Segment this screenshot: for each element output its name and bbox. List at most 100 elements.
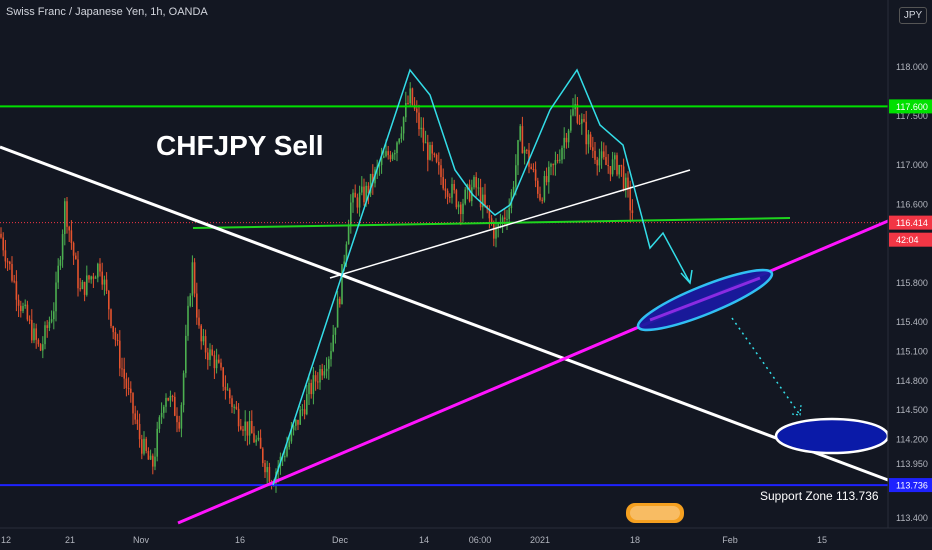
candle — [576, 96, 579, 125]
currency-button[interactable]: JPY — [899, 7, 927, 24]
magenta-trendline — [177, 219, 889, 525]
candle — [44, 321, 46, 350]
candle — [70, 220, 73, 250]
candle — [398, 138, 400, 145]
candle — [457, 201, 460, 215]
candle — [416, 100, 418, 123]
candle — [90, 275, 92, 284]
projection-arrow — [731, 317, 801, 416]
candle — [308, 373, 310, 406]
price-label: 113.736 — [889, 478, 932, 493]
candle — [545, 167, 548, 186]
candle — [209, 343, 211, 367]
candle — [301, 404, 304, 417]
chart-title: CHFJPY Sell — [156, 130, 324, 161]
candle — [530, 163, 532, 170]
candle — [554, 151, 557, 176]
projection-arrow-head — [791, 404, 802, 416]
candle — [242, 425, 244, 436]
candle — [251, 410, 253, 434]
candle — [310, 379, 312, 399]
candle — [226, 383, 229, 391]
y-tick-label: 116.600 — [896, 199, 928, 209]
candle — [607, 154, 609, 174]
candle — [341, 264, 343, 305]
candle — [598, 148, 601, 173]
candle — [147, 447, 150, 460]
candle — [303, 400, 306, 420]
candle — [614, 152, 616, 171]
candle — [68, 225, 70, 243]
candle — [31, 309, 33, 344]
candle — [156, 421, 158, 462]
candle — [328, 356, 330, 380]
svg-text:117.600: 117.600 — [896, 102, 928, 112]
candle — [455, 188, 458, 210]
candle — [92, 272, 95, 289]
candle — [2, 232, 4, 257]
candle — [550, 162, 552, 176]
candle — [523, 146, 526, 165]
candle — [138, 413, 141, 448]
y-tick-label: 115.100 — [896, 346, 928, 356]
candle — [86, 265, 88, 297]
candle — [240, 418, 242, 431]
candle — [369, 173, 372, 198]
candle — [506, 209, 508, 230]
candle — [182, 370, 185, 413]
candle — [589, 131, 592, 150]
candle — [321, 363, 323, 380]
candle — [567, 128, 570, 148]
target-zone-2 — [774, 417, 890, 455]
candle — [460, 201, 462, 226]
candle — [411, 87, 414, 107]
candle — [475, 172, 477, 197]
candle — [438, 152, 440, 175]
time-axis-bg — [0, 528, 932, 550]
candle — [55, 271, 57, 322]
price-axis-bg — [888, 0, 932, 528]
candle — [61, 229, 64, 268]
candle — [556, 154, 559, 164]
candle — [314, 370, 317, 391]
candle — [97, 262, 99, 283]
candle — [473, 175, 475, 190]
candle — [20, 300, 22, 318]
candle — [578, 114, 581, 126]
candle — [218, 354, 220, 364]
candle — [446, 188, 449, 205]
candle — [121, 357, 123, 378]
time-axis: 12 21 Nov 16 Dec 14 06:00 2021 18 Feb 15 — [0, 527, 932, 550]
candle — [297, 419, 299, 430]
candle — [39, 343, 42, 352]
candle — [141, 434, 143, 460]
candle — [79, 278, 81, 292]
candle — [94, 275, 97, 279]
candle — [108, 289, 110, 320]
candle — [57, 258, 59, 290]
svg-text:42:04: 42:04 — [896, 235, 919, 245]
candle — [9, 260, 11, 270]
candle — [400, 126, 403, 143]
candle — [127, 377, 130, 396]
candle — [380, 147, 383, 174]
arrow-head — [680, 269, 693, 285]
candle — [114, 327, 117, 347]
candle — [246, 421, 249, 446]
candle — [28, 315, 31, 325]
candle — [35, 323, 37, 349]
candle — [75, 252, 77, 260]
candle — [605, 145, 607, 166]
candle — [222, 366, 224, 391]
candle — [134, 405, 136, 425]
x-tick-label: 12 — [1, 535, 11, 545]
candle — [136, 410, 139, 430]
candle — [512, 181, 515, 197]
candle — [77, 251, 79, 297]
svg-text:113.736: 113.736 — [896, 481, 928, 491]
candle — [521, 116, 524, 154]
x-tick-label: Feb — [722, 535, 738, 545]
x-tick-label: 2021 — [530, 535, 550, 545]
candle — [207, 347, 209, 370]
